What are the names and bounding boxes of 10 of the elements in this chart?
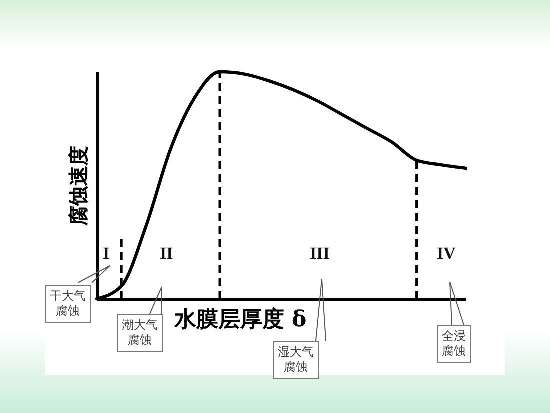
annotation: III (310, 244, 330, 264)
text: 全浸腐蚀 (437, 325, 471, 363)
y-axis-title: 腐蚀速度 (66, 146, 90, 227)
annotation: II (160, 244, 174, 264)
annotation: IV (437, 244, 456, 264)
text: 湿大气腐蚀 (273, 341, 319, 379)
x-axis-title: 水膜层厚度 δ (173, 306, 307, 332)
text: 潮大气腐蚀 (117, 314, 163, 352)
annotation: I (103, 244, 110, 264)
text: 干大气腐蚀 (45, 285, 91, 323)
